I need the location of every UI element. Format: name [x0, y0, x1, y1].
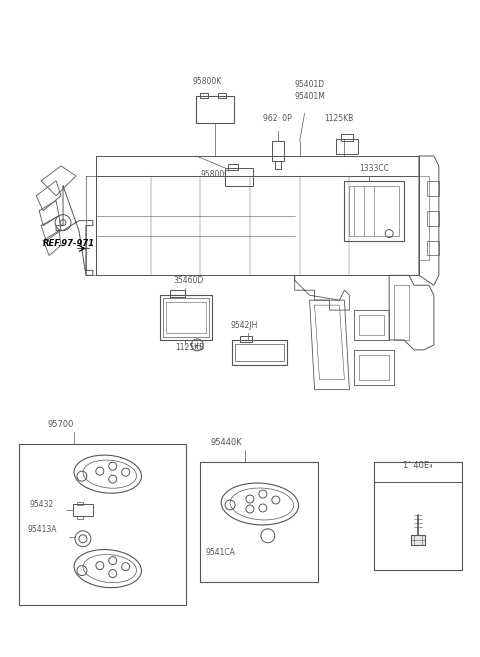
Text: 1333CC: 1333CC: [360, 164, 389, 173]
Bar: [336, 139, 358, 154]
Bar: [344, 181, 404, 240]
Bar: [427, 211, 439, 225]
Bar: [240, 336, 252, 342]
Bar: [272, 141, 284, 161]
Bar: [228, 164, 238, 170]
Text: 95432: 95432: [29, 500, 53, 509]
Bar: [160, 295, 212, 340]
Text: 9542JH: 9542JH: [230, 321, 257, 330]
Text: 95401M: 95401M: [295, 93, 325, 101]
Bar: [170, 290, 185, 297]
Bar: [77, 502, 83, 505]
Text: 962· 0P: 962· 0P: [263, 114, 292, 124]
Bar: [200, 463, 318, 581]
Bar: [427, 240, 439, 256]
Bar: [200, 93, 208, 99]
Text: REF.97-971: REF.97-971: [43, 239, 95, 248]
Bar: [196, 97, 234, 124]
Text: 1125KB: 1125KB: [175, 343, 204, 352]
Bar: [354, 350, 394, 384]
Bar: [225, 168, 253, 186]
Bar: [235, 344, 284, 361]
Text: 1’ 40E₄: 1’ 40E₄: [403, 461, 433, 470]
Text: 95440K: 95440K: [210, 438, 242, 447]
Text: 95800C: 95800C: [200, 170, 230, 179]
Text: 35460D: 35460D: [173, 276, 204, 285]
Bar: [167, 302, 206, 333]
Bar: [19, 444, 186, 605]
Text: 95700: 95700: [47, 420, 73, 430]
Text: 95401D: 95401D: [295, 80, 325, 89]
Bar: [73, 504, 93, 516]
Bar: [77, 516, 83, 519]
Bar: [360, 315, 384, 335]
Text: 1125KB: 1125KB: [324, 114, 354, 124]
Text: 9541CA: 9541CA: [205, 548, 235, 556]
Text: 95800K: 95800K: [192, 78, 222, 87]
Bar: [341, 134, 353, 141]
Bar: [164, 298, 209, 337]
Bar: [411, 535, 425, 545]
Bar: [275, 161, 281, 169]
Bar: [232, 340, 287, 365]
Bar: [354, 310, 389, 340]
Text: 95413A: 95413A: [27, 525, 57, 533]
Bar: [427, 181, 439, 196]
Bar: [360, 355, 389, 380]
Bar: [349, 186, 399, 236]
Bar: [374, 463, 462, 570]
Bar: [218, 93, 226, 99]
